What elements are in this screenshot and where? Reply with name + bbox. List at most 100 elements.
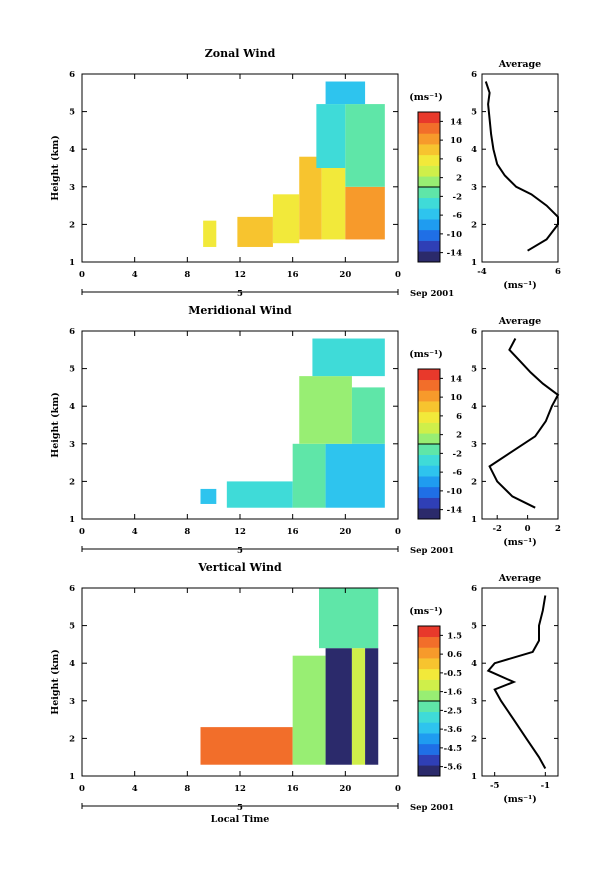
heatmap-cell — [299, 376, 352, 444]
colorbar-label: -0.5 — [444, 669, 462, 679]
colorbar-segment — [418, 743, 440, 755]
y-tick-label: 3 — [69, 440, 75, 450]
heatmap-cell — [345, 186, 385, 240]
heatmap-cell — [226, 481, 293, 508]
colorbar-segment — [418, 454, 440, 466]
x-tick-label: 0 — [79, 527, 85, 537]
heatmap-cell — [312, 338, 385, 377]
colorbar-label: -6 — [453, 211, 463, 221]
average-y-tick-label: 2 — [471, 477, 477, 487]
colorbar-segment — [418, 197, 440, 209]
panel-title: Meridional Wind — [188, 304, 292, 317]
x-tick-label: 20 — [339, 527, 351, 537]
colorbar-label: 10 — [450, 136, 462, 146]
x-tick-label: 16 — [287, 270, 299, 280]
x-tick-label: 0 — [395, 270, 401, 280]
y-tick-label: 6 — [69, 327, 75, 337]
colorbar-segment — [418, 390, 440, 402]
x-tick-label: 16 — [287, 527, 299, 537]
colorbar-segment — [418, 369, 440, 381]
x-tick-label: 16 — [287, 784, 299, 794]
average-y-tick-label: 3 — [471, 697, 477, 707]
colorbar-segment — [418, 658, 440, 670]
average-x-label: (ms⁻¹) — [503, 280, 537, 291]
date-day-label: 5 — [237, 289, 243, 299]
x-tick-label: 0 — [79, 270, 85, 280]
heatmap-cell — [325, 648, 352, 765]
average-y-tick-label: 5 — [471, 108, 477, 118]
colorbar-label: -1.6 — [444, 688, 462, 698]
y-axis-label: Height (km) — [50, 392, 61, 458]
average-x-tick-label: -1 — [541, 781, 551, 791]
colorbar-label: -14 — [447, 506, 462, 516]
x-tick-label: 8 — [184, 527, 190, 537]
y-tick-label: 2 — [69, 477, 75, 487]
colorbar-segment — [418, 401, 440, 413]
average-profile-line — [488, 338, 560, 509]
colorbar-label: 1.5 — [447, 631, 462, 641]
date-label: Sep 2001 — [410, 803, 454, 813]
heatmap-cell — [321, 168, 346, 240]
x-tick-label: 12 — [234, 527, 246, 537]
colorbar-segment — [418, 187, 440, 199]
average-x-tick-label: -5 — [490, 781, 500, 791]
heatmap-cell — [316, 104, 346, 168]
heatmap-cell — [319, 588, 379, 649]
panel-title: Zonal Wind — [205, 47, 276, 60]
colorbar-segment — [418, 154, 440, 166]
x-tick-label: 0 — [79, 784, 85, 794]
date-label: Sep 2001 — [410, 289, 454, 299]
colorbar-label: -2 — [453, 449, 463, 459]
colorbar-label: -2 — [453, 192, 463, 202]
y-tick-label: 1 — [69, 515, 75, 525]
average-y-tick-label: 4 — [471, 659, 477, 669]
x-axis-label: Local Time — [211, 814, 270, 825]
heatmap-cell — [200, 727, 293, 765]
colorbar-segment — [418, 422, 440, 434]
colorbar-label: 2 — [456, 431, 462, 441]
colorbar-segment — [418, 176, 440, 188]
colorbar-segment — [418, 165, 440, 177]
colorbar-segment — [418, 144, 440, 156]
y-tick-label: 6 — [69, 584, 75, 594]
y-axis-label: Height (km) — [50, 135, 61, 201]
heatmap-cell — [292, 443, 326, 508]
average-y-tick-label: 6 — [471, 584, 477, 594]
colorbar-segment — [418, 411, 440, 423]
y-tick-label: 5 — [69, 108, 75, 118]
average-profile-line — [484, 81, 559, 252]
average-y-tick-label: 4 — [471, 145, 477, 155]
average-x-tick-label: 0 — [525, 524, 531, 534]
colorbar-unit: (ms⁻¹) — [409, 606, 443, 617]
colorbar-segment — [418, 251, 440, 263]
average-x-tick-label: 6 — [555, 267, 561, 277]
x-tick-label: 20 — [339, 270, 351, 280]
y-tick-label: 4 — [69, 145, 75, 155]
colorbar-label: 14 — [450, 374, 462, 384]
average-y-tick-label: 3 — [471, 183, 477, 193]
y-tick-label: 1 — [69, 258, 75, 268]
y-tick-label: 4 — [69, 402, 75, 412]
average-x-tick-label: -4 — [477, 267, 487, 277]
average-x-tick-label: 2 — [555, 524, 561, 534]
colorbar-label: 14 — [450, 117, 462, 127]
colorbar-segment — [418, 476, 440, 488]
heatmap-cell — [200, 488, 217, 504]
colorbar-label: -2.5 — [444, 706, 462, 716]
colorbar-segment — [418, 701, 440, 713]
heatmap-cell — [325, 81, 366, 105]
colorbar-segment — [418, 229, 440, 241]
colorbar-segment — [418, 690, 440, 702]
x-tick-label: 4 — [132, 270, 138, 280]
colorbar-segment — [418, 765, 440, 777]
colorbar-segment — [418, 444, 440, 456]
x-tick-label: 20 — [339, 784, 351, 794]
colorbar-label: 2 — [456, 174, 462, 184]
average-y-tick-label: 3 — [471, 440, 477, 450]
average-title: Average — [498, 59, 541, 70]
colorbar-label: -3.6 — [444, 725, 462, 735]
colorbar-segment — [418, 668, 440, 680]
y-tick-label: 5 — [69, 365, 75, 375]
colorbar-segment — [418, 497, 440, 509]
